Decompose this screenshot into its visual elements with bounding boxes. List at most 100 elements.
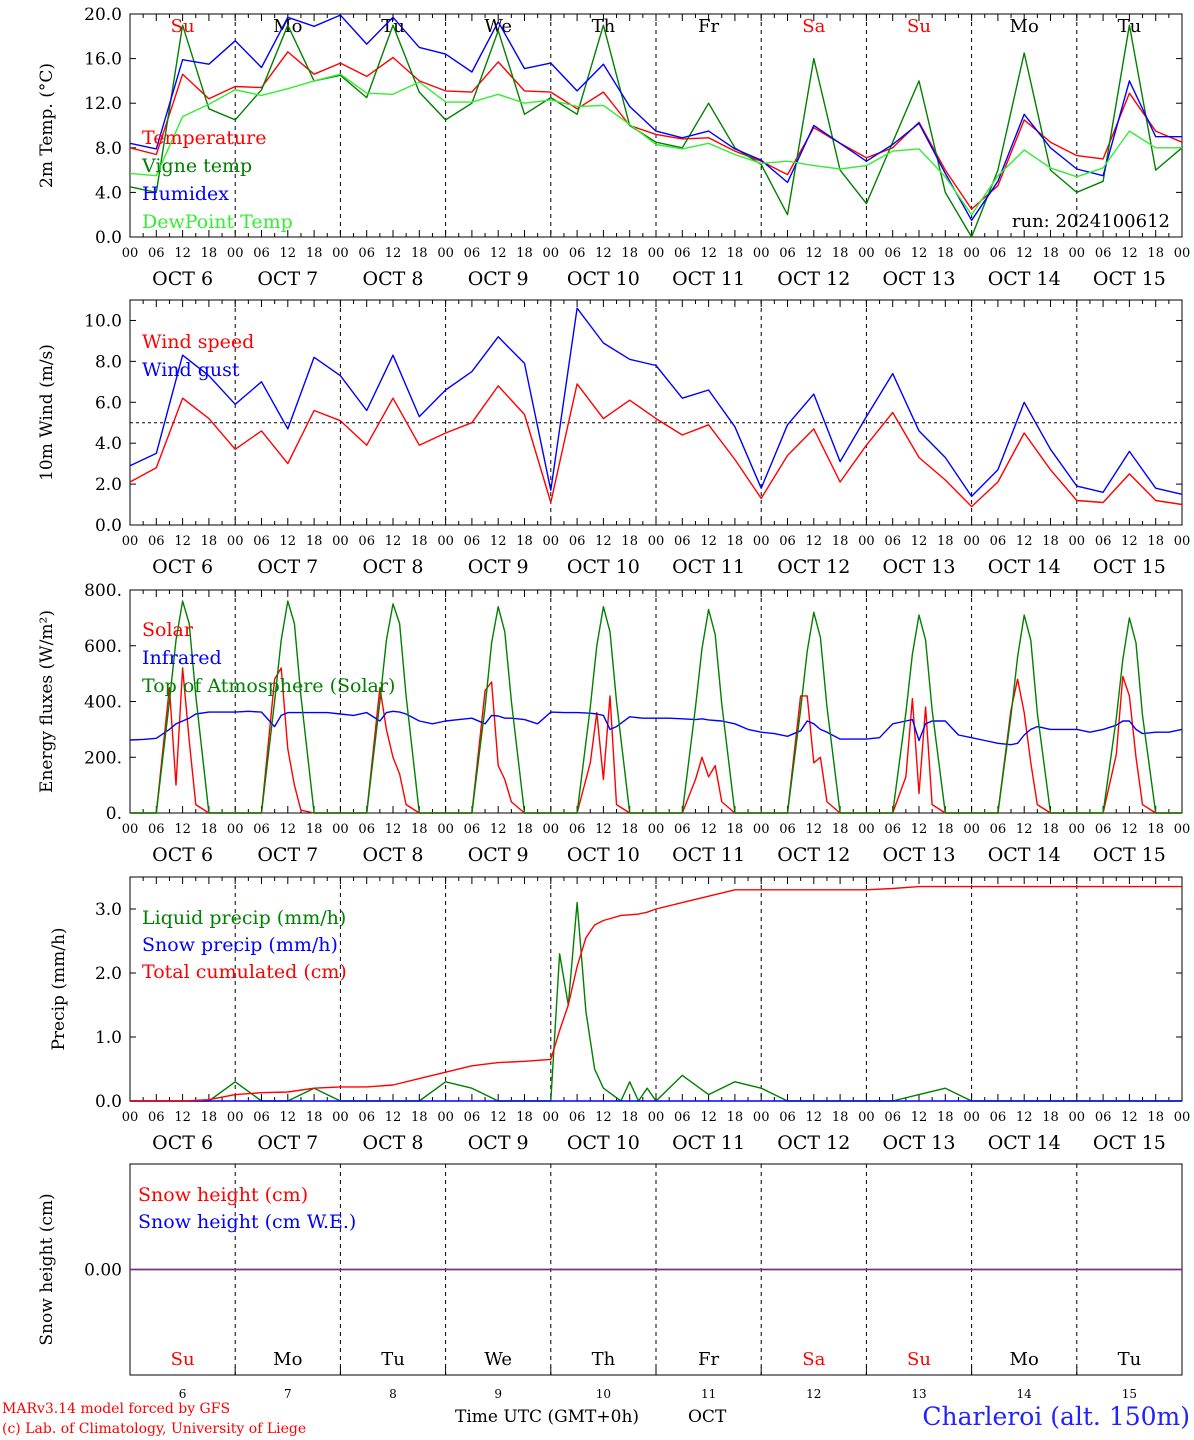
y-tick-label: 6.0: [95, 393, 122, 413]
legend-entry: Wind speed: [142, 331, 254, 353]
hour-tick-label: 12: [280, 822, 297, 837]
day-number-label: 7: [284, 1387, 292, 1401]
hour-tick-label: 12: [806, 534, 823, 549]
hour-tick-label: 12: [1121, 822, 1138, 837]
hour-tick-label: 18: [411, 534, 428, 549]
hour-tick-label: 00: [648, 246, 665, 261]
date-label: OCT 11: [672, 556, 745, 578]
panel-4: 0.0 1.0 2.0 3.0 Precip (mm/h) 00 06 12 18 00 06 12 1…: [49, 876, 1191, 1154]
hour-tick-label: 00: [648, 1110, 665, 1125]
day-number-label: 8: [389, 1387, 397, 1401]
hour-tick-label: 12: [595, 534, 612, 549]
hour-tick-label: 12: [1016, 1110, 1033, 1125]
hour-tick-label: 18: [621, 822, 638, 837]
date-label: OCT 11: [672, 1132, 745, 1154]
hour-tick-label: 12: [806, 1110, 823, 1125]
legend-entry: Liquid precip (mm/h): [142, 907, 346, 929]
hour-tick-label: 00: [543, 1110, 560, 1125]
hour-tick-label: 06: [358, 822, 375, 837]
y-tick-label: 800.: [84, 581, 122, 601]
hour-tick-label: 12: [385, 534, 402, 549]
hour-tick-label: 00: [753, 1110, 770, 1125]
hour-tick-label: 00: [1069, 1110, 1086, 1125]
hour-tick-label: 00: [543, 534, 560, 549]
series-line-temperature: [129, 51, 1183, 210]
hour-tick-label: 12: [595, 822, 612, 837]
hour-tick-label: 18: [1147, 822, 1164, 837]
date-label: OCT 14: [988, 1132, 1061, 1154]
date-label: OCT 6: [152, 844, 213, 866]
date-label: OCT 9: [468, 268, 529, 290]
hour-tick-label: 18: [727, 1110, 744, 1125]
panel-5: 0.00 Snow height (cm) Su Mo Tu We Th Fr Sa Su Mo Tu…: [37, 1163, 1183, 1401]
hour-tick-label: 18: [832, 1110, 849, 1125]
y-tick-label: 2.0: [95, 475, 122, 495]
date-label: OCT 13: [882, 1132, 955, 1154]
y-tick-label: 200.: [84, 748, 122, 768]
hour-tick-label: 00: [1069, 534, 1086, 549]
legend-entry: Temperature: [142, 127, 266, 149]
hour-tick-label: 06: [884, 1110, 901, 1125]
panel-1: 0.04.08.012.016.020.02m Temp. (°C)Su Mo Tu…: [37, 5, 1190, 290]
y-axis-title: Snow height (cm): [37, 1193, 57, 1345]
date-label: OCT 7: [257, 1132, 318, 1154]
day-name-label: Su: [907, 16, 931, 37]
hour-tick-label: 06: [253, 822, 270, 837]
day-name-label: We: [484, 1349, 512, 1370]
hour-tick-label: 06: [464, 1110, 481, 1125]
panel-3: 0. 200. 400. 600. 800. Energy fluxes (W/m²) 00…: [37, 581, 1190, 866]
y-tick-label: 12.0: [84, 94, 122, 114]
hour-tick-label: 18: [832, 822, 849, 837]
date-label: OCT 10: [567, 844, 640, 866]
date-label: OCT 7: [257, 556, 318, 578]
hour-tick-label: 06: [358, 246, 375, 261]
hour-tick-label: 18: [306, 1110, 323, 1125]
hour-tick-label: 00: [1174, 534, 1191, 549]
date-label: OCT 13: [882, 556, 955, 578]
hour-tick-label: 00: [543, 822, 560, 837]
hour-tick-label: 18: [516, 1110, 533, 1125]
hour-tick-label: 00: [1174, 822, 1191, 837]
hour-tick-label: 12: [806, 246, 823, 261]
date-label: OCT 12: [777, 1132, 850, 1154]
y-tick-label: 4.0: [95, 183, 122, 203]
date-label: OCT 8: [363, 268, 424, 290]
date-label: OCT 12: [777, 268, 850, 290]
hour-tick-label: 00: [1174, 1110, 1191, 1125]
hour-tick-label: 18: [1042, 534, 1059, 549]
panel-2: 0.0 2.0 4.0 6.0 8.0 10.0 10m Wind (m/s) 00 06 12 1…: [37, 299, 1191, 578]
day-name-label: Tu: [381, 1349, 405, 1370]
hour-tick-label: 00: [858, 1110, 875, 1125]
date-label: OCT 6: [152, 268, 213, 290]
day-name-label: Sa: [802, 1349, 825, 1370]
hour-tick-label: 18: [621, 1110, 638, 1125]
hour-tick-label: 00: [122, 822, 139, 837]
day-name-label: Sa: [802, 16, 825, 37]
hour-tick-label: 18: [1147, 246, 1164, 261]
hour-tick-label: 00: [437, 822, 454, 837]
series-line-wind-speed: [129, 383, 1183, 508]
hour-tick-label: 00: [332, 822, 349, 837]
series-line-dewpoint-temp: [129, 73, 1182, 216]
hour-tick-label: 12: [280, 246, 297, 261]
hour-tick-label: 00: [332, 246, 349, 261]
legend-entry: Total cumulated (cm): [142, 961, 347, 983]
date-label: OCT 8: [363, 844, 424, 866]
hour-tick-label: 18: [621, 246, 638, 261]
hour-tick-label: 18: [727, 822, 744, 837]
hour-tick-label: 06: [253, 1110, 270, 1125]
legend-entry: Solar: [142, 619, 194, 641]
hour-tick-label: 18: [832, 534, 849, 549]
day-name-label: Fr: [698, 1349, 719, 1370]
hour-tick-label: 12: [1121, 1110, 1138, 1125]
hour-tick-label: 18: [201, 534, 218, 549]
hour-tick-label: 06: [148, 246, 165, 261]
hour-tick-label: 18: [201, 1110, 218, 1125]
hour-tick-label: 06: [884, 534, 901, 549]
hour-tick-label: 12: [174, 1110, 191, 1125]
hour-tick-label: 00: [1174, 246, 1191, 261]
hour-tick-label: 12: [911, 822, 928, 837]
hour-tick-label: 06: [464, 246, 481, 261]
hour-tick-label: 06: [464, 822, 481, 837]
hour-tick-label: 18: [306, 822, 323, 837]
